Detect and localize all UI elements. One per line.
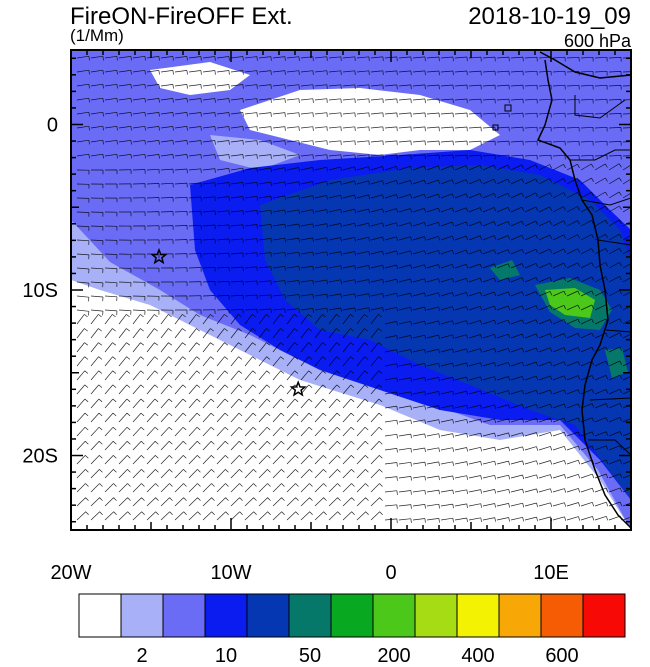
y-tick-label: 10S — [22, 280, 58, 302]
colorbar-label: 400 — [461, 645, 494, 667]
country-borders — [570, 95, 631, 456]
clean-patch-top-3 — [210, 135, 300, 170]
station-markers — [150, 247, 307, 397]
colorbar-swatch — [540, 593, 584, 638]
pressure-level-label: 600 hPa — [563, 31, 631, 51]
colorbar-swatch — [246, 593, 290, 638]
shade-patch-teal-3 — [605, 348, 628, 378]
colorbar-swatch — [372, 593, 416, 638]
wind-barb-field — [76, 55, 631, 524]
y-tick-label: 20S — [22, 446, 58, 468]
clean-patch-top-2 — [150, 62, 250, 95]
y-tick-label: 0 — [47, 114, 58, 136]
shade-band-dark — [260, 165, 631, 500]
colorbar: 2 10 50 200 400 600 — [78, 593, 626, 667]
x-tick-label: 20W — [50, 562, 91, 584]
clean-patch-top — [240, 88, 500, 155]
wind-barbs — [76, 55, 631, 524]
star-south-marker — [289, 380, 307, 397]
datetime-label: 2018-10-19_09 — [468, 3, 631, 30]
colorbar-label: 2 — [136, 645, 147, 667]
star-west-marker — [150, 247, 168, 265]
colorbar-swatch — [162, 593, 206, 638]
extinction-field — [71, 50, 631, 530]
island-bioko — [504, 104, 512, 112]
x-tick-label: 10E — [533, 562, 569, 584]
colorbar-label: 200 — [377, 645, 410, 667]
colorbar-swatch — [204, 593, 248, 638]
colorbar-swatch — [78, 593, 122, 638]
island-sao-tome — [492, 124, 499, 131]
colorbar-swatch — [582, 593, 626, 638]
plot-title: FireON-FireOFF Ext. — [70, 3, 293, 30]
colorbar-label: 600 — [545, 645, 578, 667]
colorbar-swatch — [120, 593, 164, 638]
x-tick-label: 0 — [385, 562, 396, 584]
colorbar-swatch — [456, 593, 500, 638]
shade-patch-teal-2 — [490, 260, 520, 280]
colorbar-swatch — [330, 593, 374, 638]
colorbar-swatch — [414, 593, 458, 638]
colorbar-swatch — [498, 593, 542, 638]
y-axis: 0 10S 20S — [22, 57, 631, 523]
colorbar-label: 10 — [215, 645, 237, 667]
units-label: (1/Mm) — [70, 26, 124, 45]
colorbar-label: 50 — [299, 645, 321, 667]
x-tick-label: 10W — [210, 562, 251, 584]
x-axis: 20W 10W 0 10E — [50, 50, 632, 584]
colorbar-swatch — [288, 593, 332, 638]
